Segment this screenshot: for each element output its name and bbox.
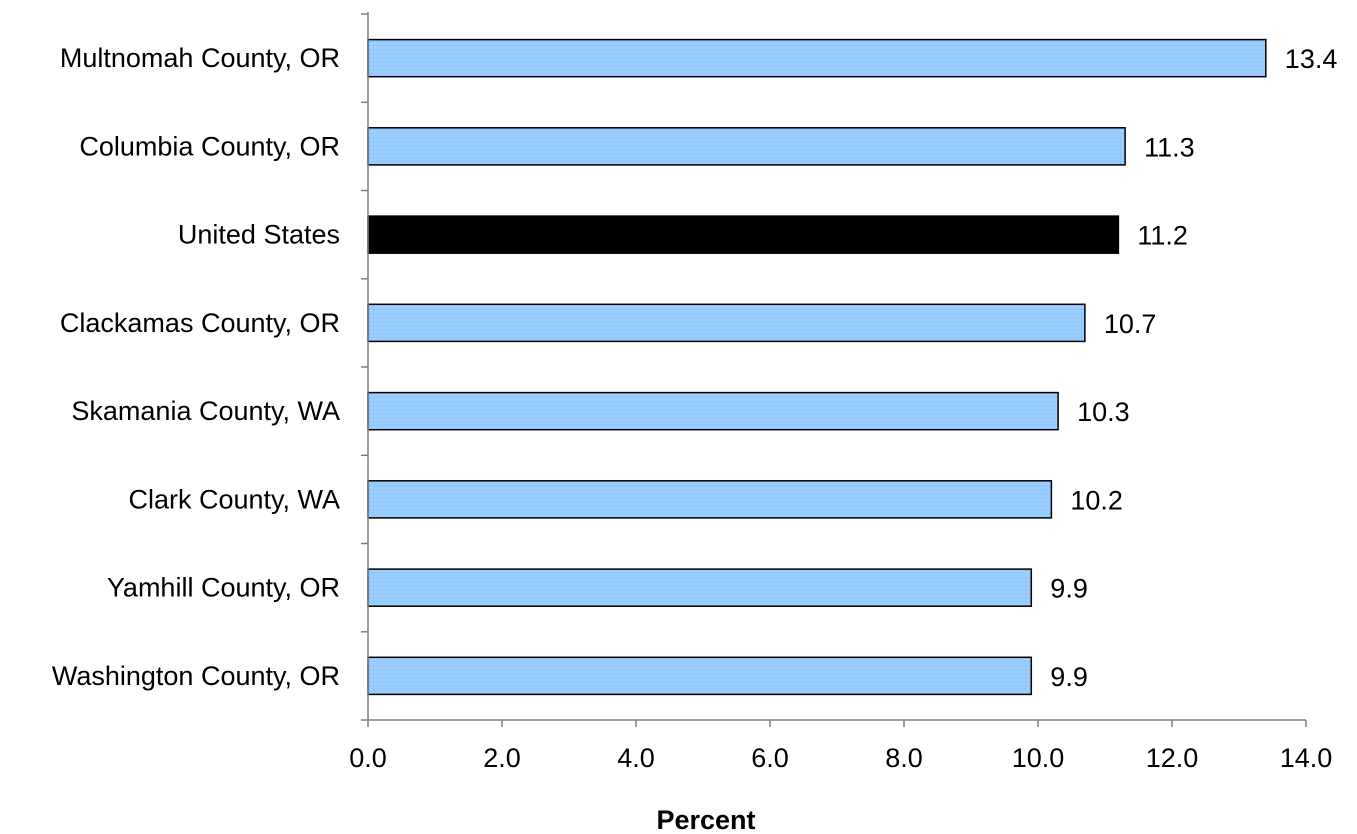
bar-1 bbox=[367, 127, 1126, 166]
data-label-6: 9.9 bbox=[1050, 574, 1088, 604]
data-label-1: 11.3 bbox=[1144, 132, 1195, 162]
data-label-2: 11.2 bbox=[1137, 221, 1188, 251]
category-label-7: Washington County, OR bbox=[52, 661, 340, 691]
bar-0 bbox=[367, 38, 1267, 78]
x-tick-label-7: 14.0 bbox=[1280, 743, 1333, 773]
x-tick-label-0: 0.0 bbox=[349, 743, 387, 773]
data-label-7: 9.9 bbox=[1050, 662, 1088, 692]
bar-4 bbox=[367, 391, 1059, 431]
bar-5 bbox=[367, 480, 1053, 519]
labels-layer: Multnomah County, OR 13.4 Columbia County,… bbox=[52, 43, 1338, 773]
bar-2 bbox=[367, 215, 1120, 254]
category-label-6: Yamhill County, OR bbox=[107, 573, 340, 603]
category-label-1: Columbia County, OR bbox=[79, 131, 340, 161]
axis-layer bbox=[361, 12, 1307, 727]
x-tick-label-2: 4.0 bbox=[617, 743, 655, 773]
data-label-0: 13.4 bbox=[1285, 44, 1338, 74]
bar-6 bbox=[367, 568, 1033, 607]
x-tick-label-6: 12.0 bbox=[1146, 743, 1199, 773]
category-label-2: United States bbox=[178, 220, 340, 250]
data-label-4: 10.3 bbox=[1077, 397, 1130, 427]
data-label-3: 10.7 bbox=[1104, 309, 1157, 339]
category-label-0: Multnomah County, OR bbox=[60, 43, 340, 73]
category-label-4: Skamania County, WA bbox=[71, 396, 340, 426]
category-label-5: Clark County, WA bbox=[128, 484, 340, 514]
bar-7 bbox=[367, 656, 1033, 696]
bars-layer bbox=[367, 38, 1267, 696]
x-tick-label-1: 2.0 bbox=[483, 743, 521, 773]
data-label-5: 10.2 bbox=[1070, 485, 1123, 515]
x-axis-title: Percent bbox=[656, 805, 755, 834]
category-label-3: Clackamas County, OR bbox=[60, 308, 340, 338]
x-tick-label-3: 6.0 bbox=[751, 743, 789, 773]
x-tick-label-4: 8.0 bbox=[885, 743, 923, 773]
bar-3 bbox=[367, 303, 1086, 343]
x-tick-label-5: 10.0 bbox=[1012, 743, 1065, 773]
